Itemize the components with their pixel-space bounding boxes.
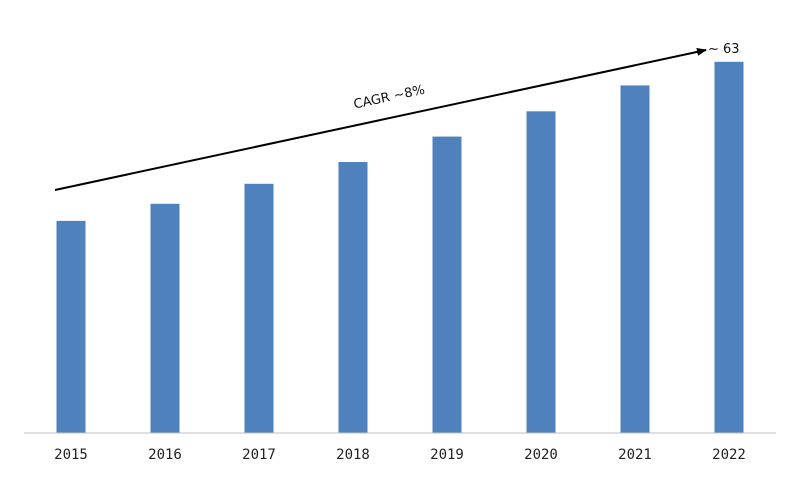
cagr-trend-arrow <box>54 47 707 191</box>
bars-layer <box>56 61 744 434</box>
bar-2021 <box>620 85 650 434</box>
x-tick-label-2019: 2019 <box>430 447 464 463</box>
x-tick-label-2022: 2022 <box>712 447 746 463</box>
bar-2020 <box>526 111 556 434</box>
x-tick-label-2016: 2016 <box>148 447 182 463</box>
x-tick-label-2020: 2020 <box>524 447 558 463</box>
bar-2017 <box>244 183 274 433</box>
bar-2018 <box>338 162 368 433</box>
bar-2015 <box>56 220 86 433</box>
x-tick-label-2021: 2021 <box>618 447 652 463</box>
x-tick-label-2015: 2015 <box>54 447 88 463</box>
end-value-label: ~ 63 <box>708 42 740 57</box>
x-tick-labels: 2015 2016 2017 2018 2019 2020 2021 2022 <box>54 447 746 463</box>
bar-2019 <box>432 136 462 433</box>
bar-2022 <box>714 61 744 434</box>
cagr-label: CAGR ~8% <box>352 83 426 113</box>
bar-2016 <box>150 203 180 433</box>
x-tick-label-2018: 2018 <box>336 447 370 463</box>
x-tick-label-2017: 2017 <box>242 447 276 463</box>
